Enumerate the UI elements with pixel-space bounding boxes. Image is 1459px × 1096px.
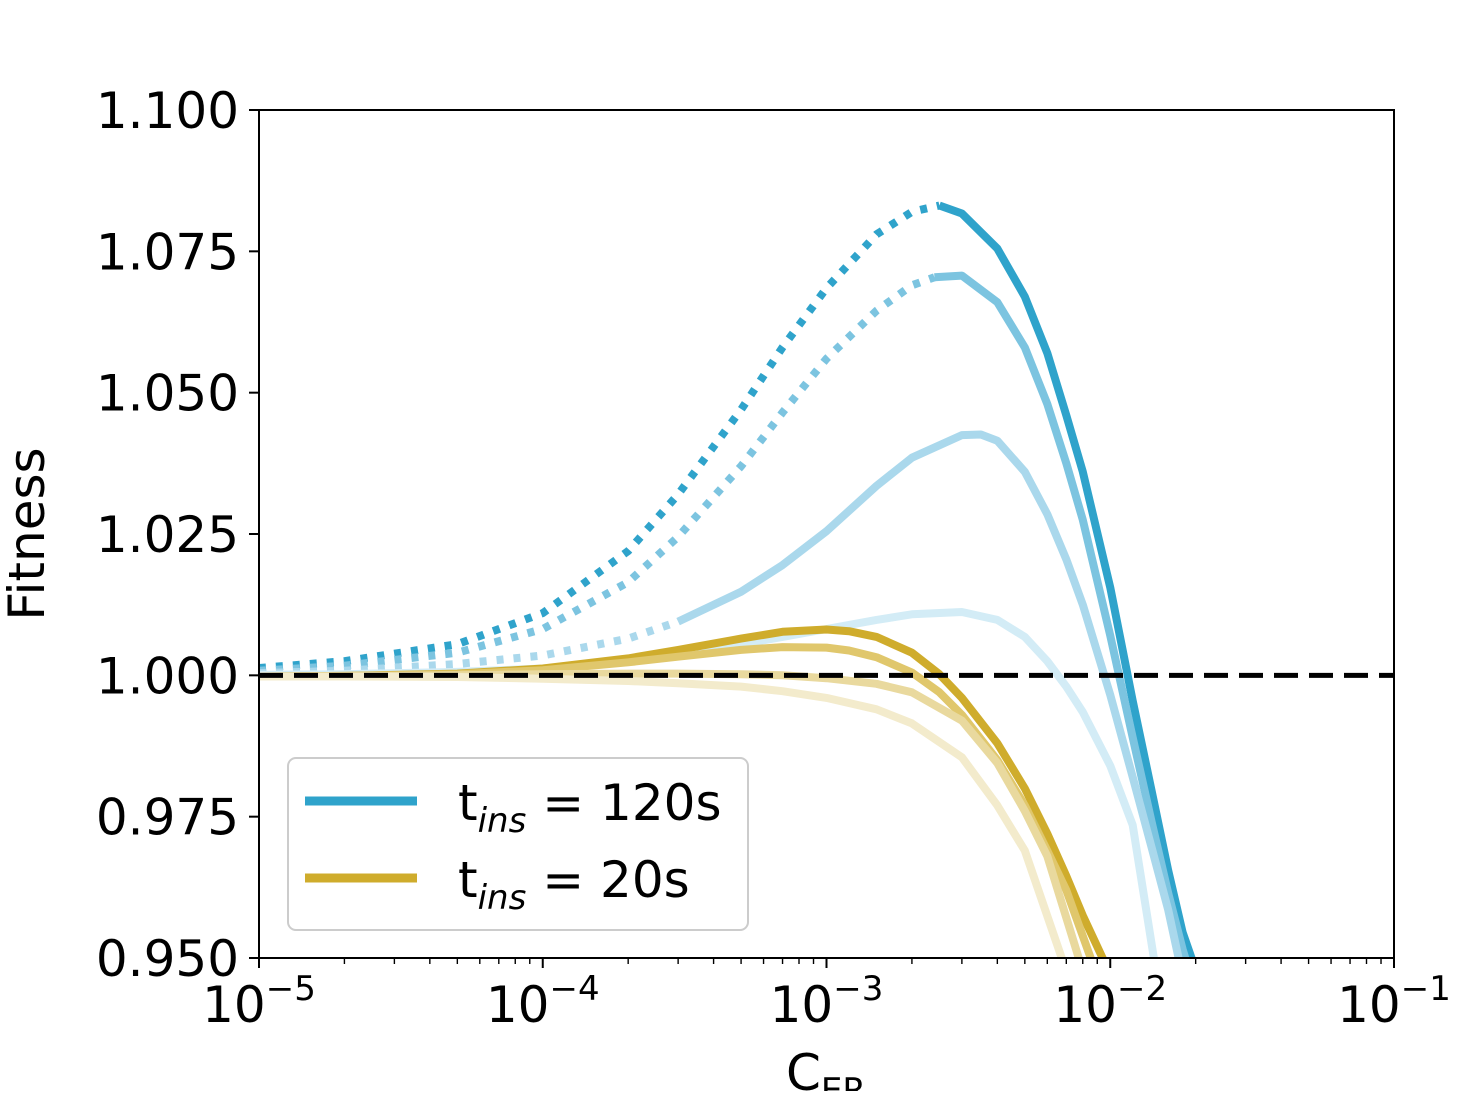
legend-label-20s-prefix: t bbox=[458, 851, 478, 909]
series-layer bbox=[259, 201, 1196, 958]
x-tick-label: 10−5 bbox=[202, 969, 316, 1034]
x-tick-label: 10−4 bbox=[486, 969, 600, 1034]
x-tick-label-base: 10 bbox=[770, 976, 834, 1034]
x-tick-label-exp: −3 bbox=[833, 969, 883, 1009]
x-tick-label-base: 10 bbox=[1053, 976, 1117, 1034]
x-tick-label-base: 10 bbox=[1337, 976, 1401, 1034]
x-tick-label-exp: −5 bbox=[266, 969, 316, 1009]
series-line bbox=[938, 201, 1196, 958]
x-tick-label: 10−2 bbox=[1053, 969, 1167, 1034]
x-tick-label-exp: −4 bbox=[550, 969, 600, 1009]
x-tick-label: 10−3 bbox=[770, 969, 884, 1034]
y-tick-label: 1.000 bbox=[96, 647, 239, 705]
legend: tins = 120s tins = 20s bbox=[287, 757, 749, 931]
legend-label-120s-suffix: = 120s bbox=[526, 774, 721, 832]
series-line bbox=[676, 430, 1183, 958]
x-axis-ticks: 10−5 10−4 10−3 10−2 10−1 bbox=[202, 958, 1451, 1034]
series-line bbox=[934, 271, 1190, 958]
x-tick-label-exp: −1 bbox=[1401, 969, 1451, 1009]
x-axis-label-main: C bbox=[786, 1044, 821, 1091]
x-tick-label-base: 10 bbox=[486, 976, 550, 1034]
y-tick-label: 1.050 bbox=[96, 365, 239, 423]
legend-label-120s: tins = 120s bbox=[458, 774, 722, 841]
y-tick-label: 1.025 bbox=[96, 506, 239, 564]
x-axis-label-sub: ER bbox=[821, 1071, 866, 1091]
x-tick-label-base: 10 bbox=[202, 976, 266, 1034]
x-tick-label-exp: −2 bbox=[1117, 969, 1167, 1009]
legend-label-120s-prefix: t bbox=[458, 774, 478, 832]
y-axis-ticks: 1.100 1.075 1.050 1.025 1.000 0.975 0.950 bbox=[96, 82, 259, 988]
y-axis-label: Fitness bbox=[0, 447, 56, 620]
y-tick-label: 0.975 bbox=[96, 789, 239, 847]
legend-label-120s-sub: ins bbox=[478, 801, 527, 841]
series-line-dotted bbox=[259, 201, 941, 672]
series-line-dotted bbox=[259, 273, 936, 675]
legend-label-20s-suffix: = 20s bbox=[526, 851, 689, 909]
x-axis-label: CER bbox=[786, 1044, 866, 1091]
x-tick-label: 10−1 bbox=[1337, 969, 1451, 1034]
legend-label-20s-sub: ins bbox=[478, 878, 527, 918]
legend-label-20s: tins = 20s bbox=[458, 851, 690, 918]
y-tick-label: 0.950 bbox=[96, 930, 239, 988]
y-tick-label: 1.100 bbox=[96, 82, 239, 140]
y-tick-label: 1.075 bbox=[96, 223, 239, 281]
